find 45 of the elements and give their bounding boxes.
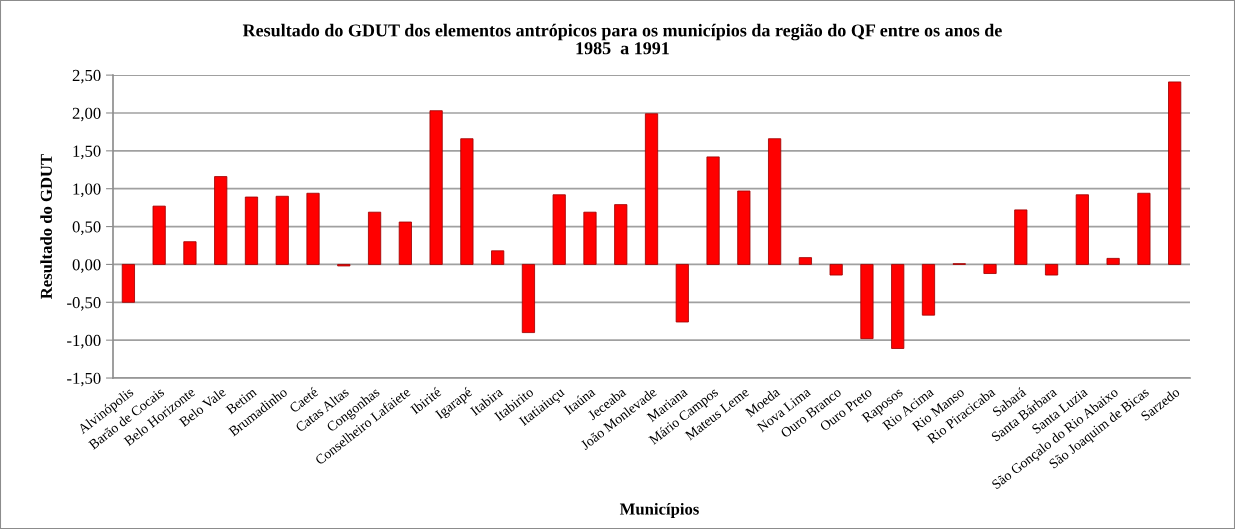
bar	[1014, 209, 1028, 265]
bar	[1168, 81, 1182, 265]
bar	[614, 204, 628, 265]
bar	[306, 192, 320, 265]
bar	[214, 176, 228, 265]
bar	[768, 138, 782, 265]
bar	[521, 264, 536, 334]
y-tick-label: 2,50	[72, 69, 101, 84]
bar	[644, 113, 659, 265]
bar	[798, 257, 812, 265]
bar	[583, 211, 597, 265]
bar	[491, 250, 505, 265]
y-tick-label: 0,50	[72, 221, 101, 235]
y-tick-label: -1,50	[67, 372, 101, 387]
y-tick-label: 0,00	[72, 259, 101, 273]
y-tick-label: 1,50	[73, 145, 101, 160]
y-axis-title: Resultado do GDUT	[40, 154, 53, 299]
bar	[398, 221, 412, 265]
x-axis-title: Municípios	[619, 502, 699, 519]
y-tick-label: -1,00	[67, 334, 101, 349]
bar	[860, 264, 874, 340]
bar	[429, 110, 443, 265]
bar	[706, 156, 720, 265]
bar	[983, 264, 997, 274]
bar	[1106, 257, 1120, 265]
bar	[460, 138, 474, 265]
y-tick-label: 1,00	[73, 183, 101, 198]
bar	[121, 264, 135, 303]
bar	[675, 264, 689, 323]
bar	[244, 196, 259, 265]
bar	[1075, 194, 1089, 265]
bar	[552, 194, 566, 265]
bar	[275, 195, 289, 265]
bar	[891, 264, 905, 349]
bar	[737, 190, 751, 265]
bar	[829, 264, 843, 276]
bar	[152, 205, 166, 265]
y-tick-label: 2,00	[72, 107, 101, 122]
bar	[183, 241, 197, 265]
bar	[1137, 192, 1151, 265]
bar	[921, 264, 936, 316]
bar	[1044, 264, 1059, 276]
y-tick-label: -0,50	[67, 297, 101, 311]
chart-title: Resultado do GDUT dos elementos antrópicos para os municípios da região do QF entre os anos de 1985 a 1991	[242, 23, 1002, 55]
bar	[368, 211, 382, 265]
